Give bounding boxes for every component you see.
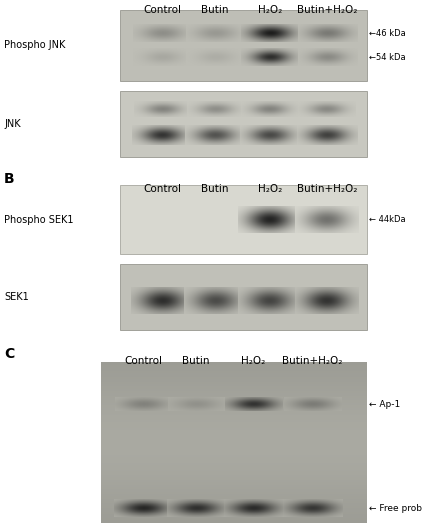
Text: JNK: JNK	[4, 119, 21, 129]
Text: Butin: Butin	[201, 5, 229, 15]
Text: H₂O₂: H₂O₂	[241, 356, 265, 366]
Text: Phospho SEK1: Phospho SEK1	[4, 215, 74, 225]
Text: ← Free probe: ← Free probe	[369, 504, 422, 513]
Text: H₂O₂: H₂O₂	[258, 5, 282, 15]
Text: Butin+H₂O₂: Butin+H₂O₂	[297, 184, 357, 194]
Text: Butin+H₂O₂: Butin+H₂O₂	[297, 5, 357, 15]
Text: Control: Control	[143, 5, 181, 15]
Bar	[120, 264, 367, 330]
Text: ← Ap-1: ← Ap-1	[369, 400, 400, 409]
Text: Butin: Butin	[182, 356, 210, 366]
Text: ← 44kDa: ← 44kDa	[369, 215, 406, 224]
Text: B: B	[4, 172, 15, 186]
Text: Butin+H₂O₂: Butin+H₂O₂	[282, 356, 343, 366]
Text: SEK1: SEK1	[4, 292, 29, 302]
Text: Control: Control	[143, 184, 181, 194]
Bar	[120, 186, 367, 254]
Bar	[120, 10, 367, 81]
Text: H₂O₂: H₂O₂	[258, 184, 282, 194]
Text: Control: Control	[124, 356, 162, 366]
Text: Phospho JNK: Phospho JNK	[4, 40, 65, 50]
Bar	[120, 91, 367, 157]
Text: Butin: Butin	[201, 184, 229, 194]
Text: C: C	[4, 347, 14, 361]
Text: ←46 kDa: ←46 kDa	[369, 29, 406, 38]
Text: ←54 kDa: ←54 kDa	[369, 53, 406, 62]
